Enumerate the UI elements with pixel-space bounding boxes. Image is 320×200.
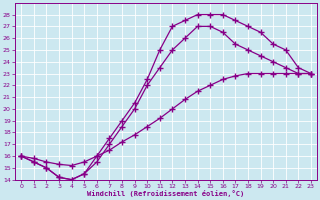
X-axis label: Windchill (Refroidissement éolien,°C): Windchill (Refroidissement éolien,°C) <box>87 190 245 197</box>
